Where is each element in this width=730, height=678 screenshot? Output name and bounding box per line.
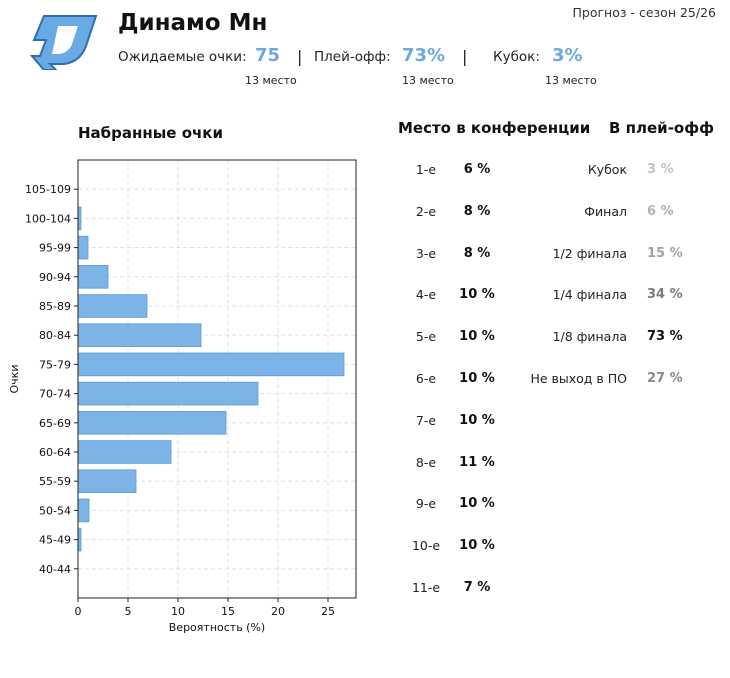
bar (77, 381, 259, 406)
x-tick-label: 5 (125, 605, 132, 618)
conference-title: Место в конференции (398, 119, 591, 137)
conference-place: 3-е (415, 245, 437, 261)
playoff-pct: 6 % (647, 203, 674, 219)
conference-place: 11-е (411, 580, 441, 595)
playoff-pct: 73 % (647, 329, 683, 345)
points-chart: Набранные очки 105-109 100-104 95-99 90-94 85… (0, 118, 370, 648)
playoff-stage: Кубок (587, 162, 627, 177)
conference-place: 7-е (415, 412, 437, 428)
conference-place: 8-е (415, 454, 437, 470)
conference-place: 2-е (415, 203, 437, 219)
playoff-label: Плей-офф: (314, 49, 391, 65)
playoff-stage: 1/4 финала (552, 287, 627, 303)
conference-place: 9-е (415, 496, 437, 512)
conference-pct: 6 % (463, 162, 491, 177)
playoff-pct: 3 % (647, 162, 674, 177)
separator: | (462, 47, 468, 66)
x-axis-label: Вероятность (%) (169, 621, 265, 634)
cup-label: Кубок: (493, 49, 540, 65)
conference-place: 4-е (415, 287, 437, 303)
y-tick-label: 50-54 (39, 504, 71, 517)
separator: | (297, 47, 303, 66)
bar (77, 498, 90, 523)
conference-pct: 10 % (459, 329, 495, 345)
cup-rank: 13 место (545, 74, 597, 87)
bar (77, 352, 345, 377)
team-logo (29, 12, 100, 74)
conference-pct: 8 % (463, 203, 491, 219)
conference-pct: 10 % (459, 496, 495, 512)
x-tick-label: 20 (271, 605, 285, 618)
conference-pct: 10 % (459, 412, 495, 428)
x-tick-label: 10 (171, 605, 185, 618)
bar (77, 294, 148, 318)
bar (77, 235, 89, 260)
y-axis-label: Очки (8, 365, 21, 394)
playoff-pct: 15 % (647, 245, 683, 261)
bar (77, 440, 172, 464)
y-tick-label: 75-79 (39, 358, 71, 371)
x-tick-label: 0 (75, 605, 82, 618)
playoff-stage: Не выход в ПО (530, 371, 627, 386)
y-tick-label: 55-59 (39, 475, 71, 488)
bar (77, 323, 202, 347)
y-tick-label: 105-109 (25, 183, 71, 196)
points-chart-svg: Набранные очки 105-109 100-104 95-99 90-94 85… (8, 124, 357, 634)
y-tick-label: 45-49 (39, 534, 71, 547)
conference-pct: 10 % (459, 371, 495, 386)
y-tick-label: 85-89 (39, 300, 71, 313)
y-tick-label: 70-74 (39, 388, 71, 401)
playoff-value: 73% (402, 45, 446, 66)
cup-value: 3% (552, 45, 583, 66)
chart-title: Набранные очки (78, 124, 223, 142)
y-tick-label: 65-69 (39, 417, 71, 430)
y-tick-label: 60-64 (39, 446, 71, 459)
conference-place: 10-е (411, 538, 441, 554)
season-label: Прогноз - сезон 25/26 (572, 5, 717, 20)
x-tick-label: 15 (221, 605, 235, 618)
bar (77, 469, 137, 493)
expected-points-value: 75 (255, 45, 281, 66)
playoff-stage: 1/2 финала (552, 245, 627, 261)
conference-pct: 10 % (459, 287, 495, 303)
y-tick-label: 90-94 (39, 271, 71, 284)
conference-pct: 8 % (463, 245, 491, 261)
playoff-title: В плей-офф (609, 119, 714, 137)
playoff-stage: 1/8 финала (552, 329, 627, 345)
bar (77, 265, 109, 289)
y-tick-label: 95-99 (39, 242, 71, 255)
plot-frame (77, 159, 357, 599)
conference-pct: 7 % (463, 580, 491, 595)
team-name: Динамо Мн (118, 10, 268, 36)
expected-points-label: Ожидаемые очки: (118, 49, 247, 65)
y-tick-label: 100-104 (25, 212, 71, 225)
bar (77, 411, 227, 435)
playoff-pct: 34 % (647, 287, 683, 303)
conference-pct: 11 % (459, 454, 495, 470)
x-tick-label: 25 (321, 605, 335, 618)
conference-place: 5-е (415, 329, 437, 345)
playoff-stage: Финал (584, 203, 627, 219)
conference-pct: 10 % (459, 538, 495, 554)
conference-place: 6-е (415, 371, 437, 386)
y-tick-label: 40-44 (39, 563, 71, 576)
playoff-rank: 13 место (402, 74, 454, 87)
points-rank: 13 место (245, 74, 297, 87)
playoff-pct: 27 % (647, 371, 683, 386)
y-tick-label: 80-84 (39, 329, 71, 342)
conference-place: 1-е (415, 162, 437, 177)
